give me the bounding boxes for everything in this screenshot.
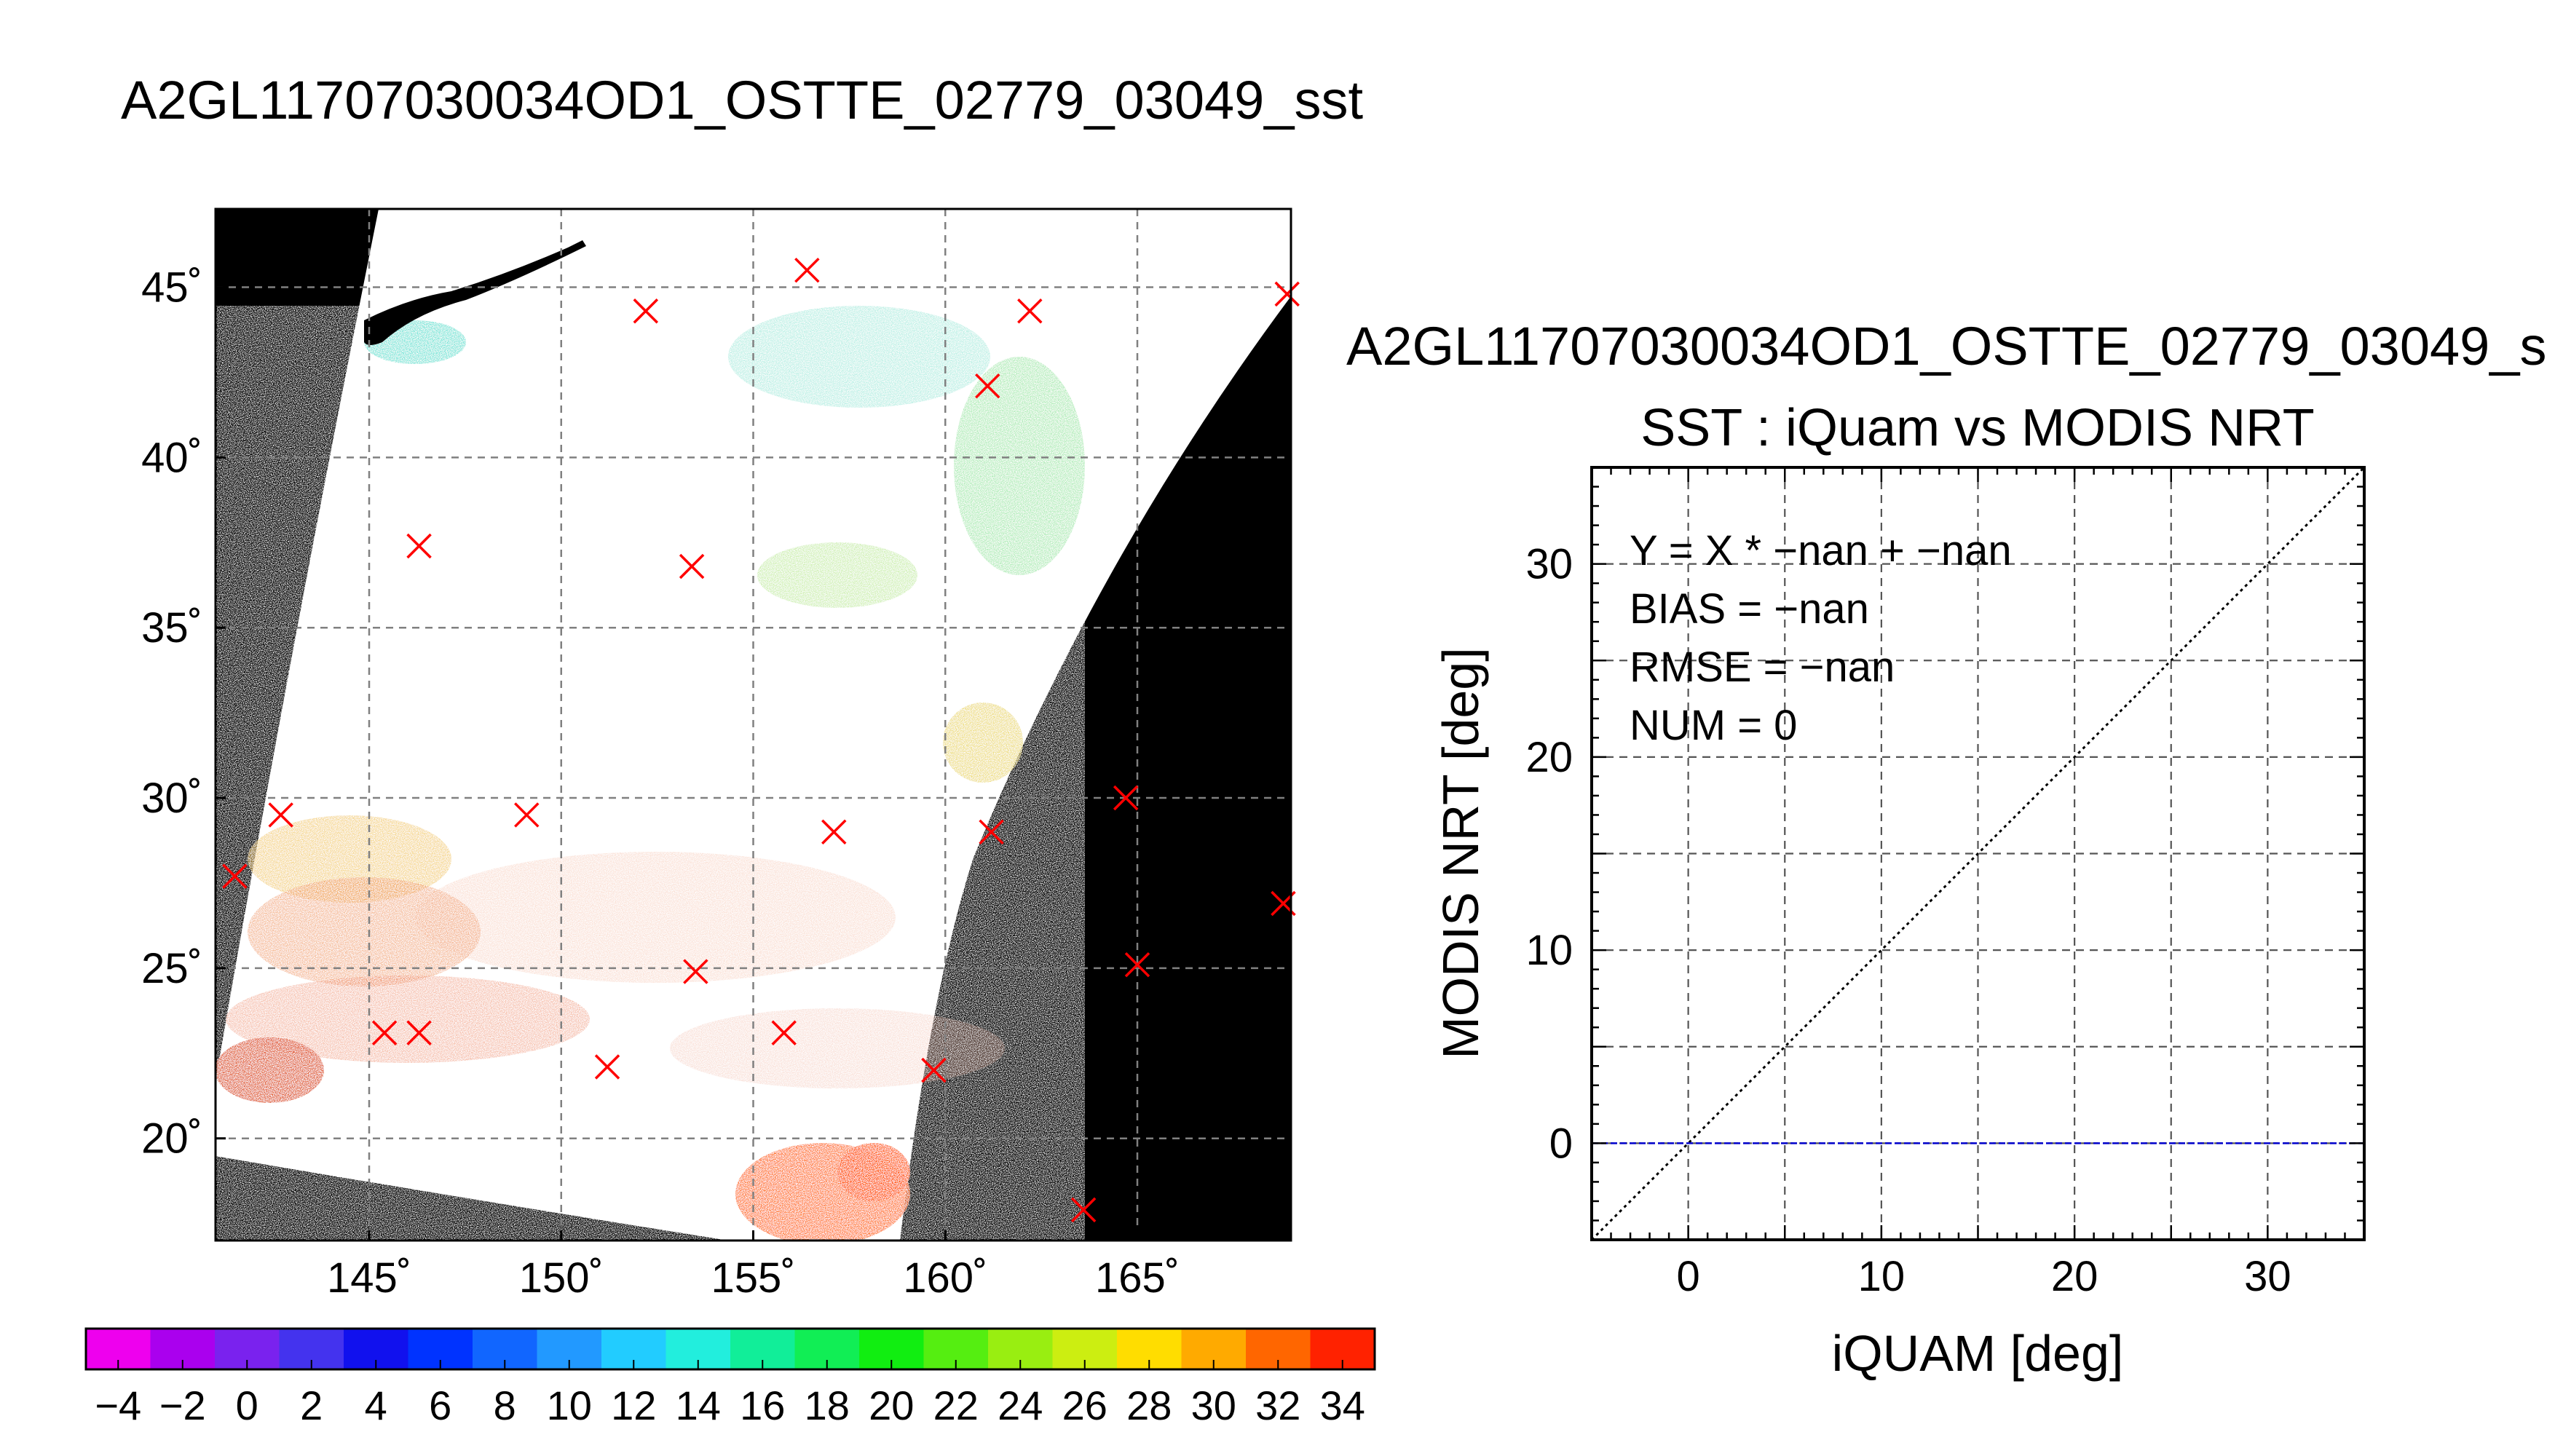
x-axis-label: iQUAM [deg] — [1832, 1325, 2124, 1382]
buoy-marker — [1017, 298, 1043, 324]
buoy-marker — [222, 863, 248, 889]
colorbar-cells — [86, 1329, 1375, 1369]
buoy-marker — [794, 257, 820, 283]
colorbar-tick-label: 2 — [300, 1382, 323, 1428]
colorbar-tick-label: 4 — [365, 1382, 387, 1428]
buoy-marker — [514, 802, 540, 828]
scatter-x-tick-label: 20 — [2051, 1253, 2098, 1300]
buoy-markers — [222, 257, 1300, 1223]
map-lat-tick-label: 20˚ — [141, 1115, 202, 1163]
buoy-marker — [1274, 281, 1300, 307]
buoy-marker — [921, 1057, 947, 1083]
buoy-marker — [371, 1020, 398, 1045]
map-longitude-ticks: 145˚ 150˚ 155˚ 160˚ 165˚ — [327, 1230, 1180, 1302]
buoy-marker — [821, 819, 847, 845]
buoy-marker — [594, 1054, 620, 1080]
map-lon-tick-label: 145˚ — [327, 1254, 411, 1302]
colorbar-frame — [84, 1327, 1376, 1371]
colorbar-tick-label: 34 — [1320, 1382, 1365, 1428]
colorbar-tick-label: 32 — [1255, 1382, 1300, 1428]
map-lat-tick-label: 25˚ — [141, 945, 202, 992]
scatter-stat-annotation: Y = X * −nan + −nan — [1630, 527, 2012, 574]
scatter-y-tick-label: 30 — [1525, 541, 1573, 588]
colorbar-tick-labels: −4 −2 0 2 4 6 8 10 12 14 16 18 20 22 24 26 28 30 32 34 — [95, 1360, 1365, 1428]
scatter-stat-annotation: BIAS = −nan — [1630, 585, 1869, 633]
scatter-y-tick-label: 0 — [1549, 1120, 1573, 1167]
colorbar-tick-label: 28 — [1126, 1382, 1172, 1428]
colorbar-tick-label: 8 — [494, 1382, 516, 1428]
one-to-one-line — [1592, 467, 2364, 1240]
colorbar: −4 −2 0 2 4 6 8 10 12 14 16 18 20 22 24 26 28 30 32 34 — [84, 1327, 1376, 1428]
map-lon-tick-label: 150˚ — [519, 1254, 604, 1302]
buoy-marker — [268, 802, 293, 828]
scatter-x-tick-label: 0 — [1676, 1253, 1699, 1300]
buoy-marker — [771, 1020, 797, 1045]
chart-main-title: A2GL11707030034OD1_OSTTE_02779_03049_sst — [121, 70, 1364, 130]
y-axis-label: MODIS NRT [deg] — [1432, 647, 1489, 1059]
map-latitude-ticks: 45˚ 40˚ 35˚ 30˚ 25˚ 20˚ — [141, 264, 226, 1163]
colorbar-tick-label: 22 — [933, 1382, 979, 1428]
colorbar-tick-label: 12 — [611, 1382, 656, 1428]
colorbar-tick-label: −4 — [95, 1382, 141, 1428]
scatter-y-tick-label: 10 — [1525, 927, 1573, 974]
colorbar-tick-label: 10 — [547, 1382, 592, 1428]
scatter-x-tick-label: 10 — [1858, 1253, 1906, 1300]
buoy-marker — [683, 959, 708, 984]
buoy-marker — [406, 533, 432, 559]
sst-map: 145˚ 150˚ 155˚ 160˚ 165˚ 45˚ 40˚ 35˚ 30˚ 25˚ 20˚ — [141, 207, 1300, 1302]
scatter-stat-annotation: RMSE = −nan — [1630, 644, 1895, 691]
map-lon-tick-label: 160˚ — [903, 1254, 987, 1302]
map-lat-tick-label: 30˚ — [141, 775, 202, 822]
sst-speckle-layer — [216, 306, 1085, 1241]
colorbar-tick-label: 26 — [1062, 1382, 1107, 1428]
buoy-marker — [975, 373, 1000, 399]
scatter-axis-ticks: 0 10 20 30 0 10 20 30 — [1525, 467, 2364, 1300]
colorbar-tick-label: 30 — [1191, 1382, 1236, 1428]
scatter-plot: SST : iQuam vs MODIS NRT 0 10 20 300102030 … — [1432, 399, 2366, 1382]
colorbar-tick-label: 16 — [740, 1382, 785, 1428]
mask-streak — [364, 240, 586, 345]
buoy-marker — [633, 298, 659, 324]
scatter-annotations: Y = X * −nan + −nan BIAS = −nan RMSE = −na… — [1630, 527, 2012, 749]
scatter-stat-annotation: NUM = 0 — [1630, 702, 1797, 749]
map-lon-tick-label: 155˚ — [711, 1254, 795, 1302]
map-lat-tick-label: 35˚ — [141, 604, 202, 652]
colorbar-tick-label: 18 — [805, 1382, 850, 1428]
scatter-x-tick-label: 30 — [2244, 1253, 2291, 1300]
colorbar-tick-label: 14 — [676, 1382, 721, 1428]
colorbar-tick-label: 6 — [429, 1382, 451, 1428]
map-lat-tick-label: 40˚ — [141, 434, 202, 481]
scatter-subtitle: SST : iQuam vs MODIS NRT — [1640, 399, 2315, 457]
colorbar-tick-label: −2 — [159, 1382, 206, 1428]
buoy-marker — [1070, 1197, 1097, 1223]
colorbar-tick-label: 20 — [869, 1382, 914, 1428]
colorbar-tick-label: 0 — [236, 1382, 258, 1428]
buoy-marker — [1113, 785, 1139, 811]
scatter-series — [1592, 467, 2364, 1240]
map-gridlines — [216, 209, 1291, 1241]
buoy-marker — [679, 553, 705, 579]
scatter-plot-title: A2GL11707030034OD1_OSTTE_02779_03049_s — [1346, 316, 2547, 376]
scatter-y-tick-label: 20 — [1525, 734, 1573, 781]
map-lat-tick-label: 45˚ — [141, 264, 202, 312]
buoy-marker — [406, 1020, 432, 1045]
buoy-marker — [1124, 951, 1150, 978]
map-lon-tick-label: 165˚ — [1095, 1254, 1180, 1302]
buoy-marker — [979, 819, 1004, 845]
colorbar-tick-label: 24 — [998, 1382, 1043, 1428]
